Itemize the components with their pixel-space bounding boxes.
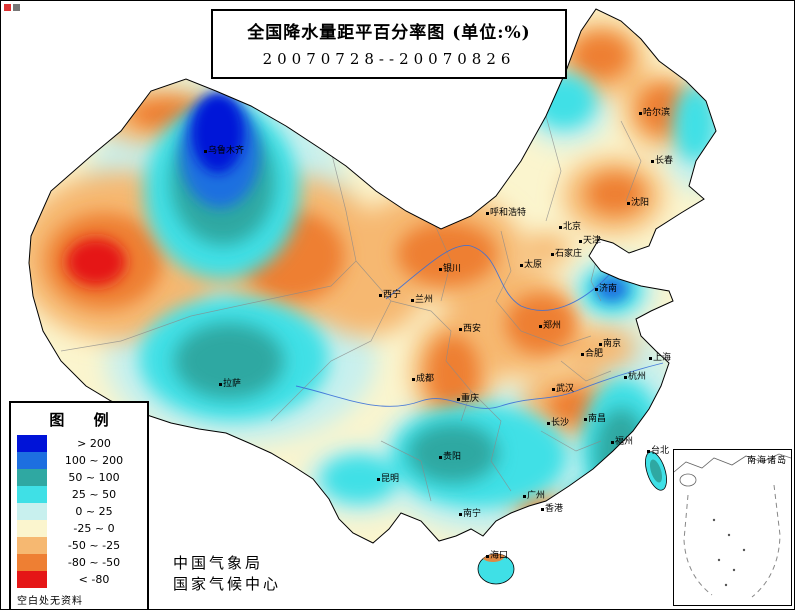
legend-item: -25 ~ 0 — [17, 520, 141, 537]
legend-range-label: 0 ~ 25 — [75, 505, 113, 518]
legend-item: > 200 — [17, 435, 141, 452]
legend-item: < -80 — [17, 571, 141, 588]
inset-hainan — [679, 473, 697, 487]
legend-swatch — [17, 520, 47, 537]
agency-name: 中国气象局 — [173, 554, 264, 572]
legend-swatch — [17, 554, 47, 571]
legend-swatch — [17, 503, 47, 520]
inset-title: 南海诸岛 — [746, 456, 787, 466]
legend-range-label: > 200 — [77, 437, 111, 450]
nine-dash-line — [683, 484, 781, 598]
legend-item: 100 ~ 200 — [17, 452, 141, 469]
legend-box: 图 例 > 200 100 ~ 200 50 ~ 100 25 ~ 50 0 ~ 25 -… — [9, 401, 149, 609]
legend-item: -50 ~ -25 — [17, 537, 141, 554]
corner-mark — [13, 4, 20, 11]
legend-swatch — [17, 571, 47, 588]
hainan-island — [477, 553, 515, 585]
legend-rows: > 200 100 ~ 200 50 ~ 100 25 ~ 50 0 ~ 25 -25 ~… — [17, 435, 141, 588]
legend-range-label: -50 ~ -25 — [67, 539, 121, 552]
legend-swatch — [17, 469, 47, 486]
agency-credit: 中国气象局 国家气候中心 — [173, 553, 281, 595]
rivers — [295, 245, 664, 409]
center-name: 国家气候中心 — [173, 575, 282, 593]
inset-coastline — [674, 453, 791, 473]
legend-swatch — [17, 537, 47, 554]
legend-range-label: -25 ~ 0 — [73, 522, 115, 535]
legend-range-label: 100 ~ 200 — [64, 454, 124, 467]
legend-range-label: -80 ~ -50 — [67, 556, 121, 569]
legend-range-label: 25 ~ 50 — [71, 488, 117, 501]
legend-range-label: 50 ~ 100 — [68, 471, 120, 484]
legend-no-data-note: 空白处无资料 — [17, 596, 83, 607]
legend-swatch — [17, 452, 47, 469]
corner-artifact — [4, 4, 20, 11]
legend-title: 图 例 — [49, 411, 121, 429]
china-outline — [28, 8, 717, 544]
taiwan-island — [645, 451, 667, 491]
map-date-range: 20070728--20070826 — [262, 50, 516, 68]
legend-swatch — [17, 435, 47, 452]
map-title: 全国降水量距平百分率图 (单位:%) — [247, 23, 531, 43]
inset-islands — [712, 518, 746, 587]
legend-range-label: < -80 — [78, 573, 110, 586]
legend-item: 0 ~ 25 — [17, 503, 141, 520]
legend-item: 50 ~ 100 — [17, 469, 141, 486]
legend-item: -80 ~ -50 — [17, 554, 141, 571]
legend-item: 25 ~ 50 — [17, 486, 141, 503]
province-borders — [60, 115, 642, 502]
corner-mark — [4, 4, 11, 11]
legend-swatch — [17, 486, 47, 503]
south-china-sea-inset: 南海诸岛 — [673, 449, 792, 606]
map-title-box: 全国降水量距平百分率图 (单位:%) 20070728--20070826 — [211, 9, 567, 79]
inset-map — [674, 453, 791, 598]
